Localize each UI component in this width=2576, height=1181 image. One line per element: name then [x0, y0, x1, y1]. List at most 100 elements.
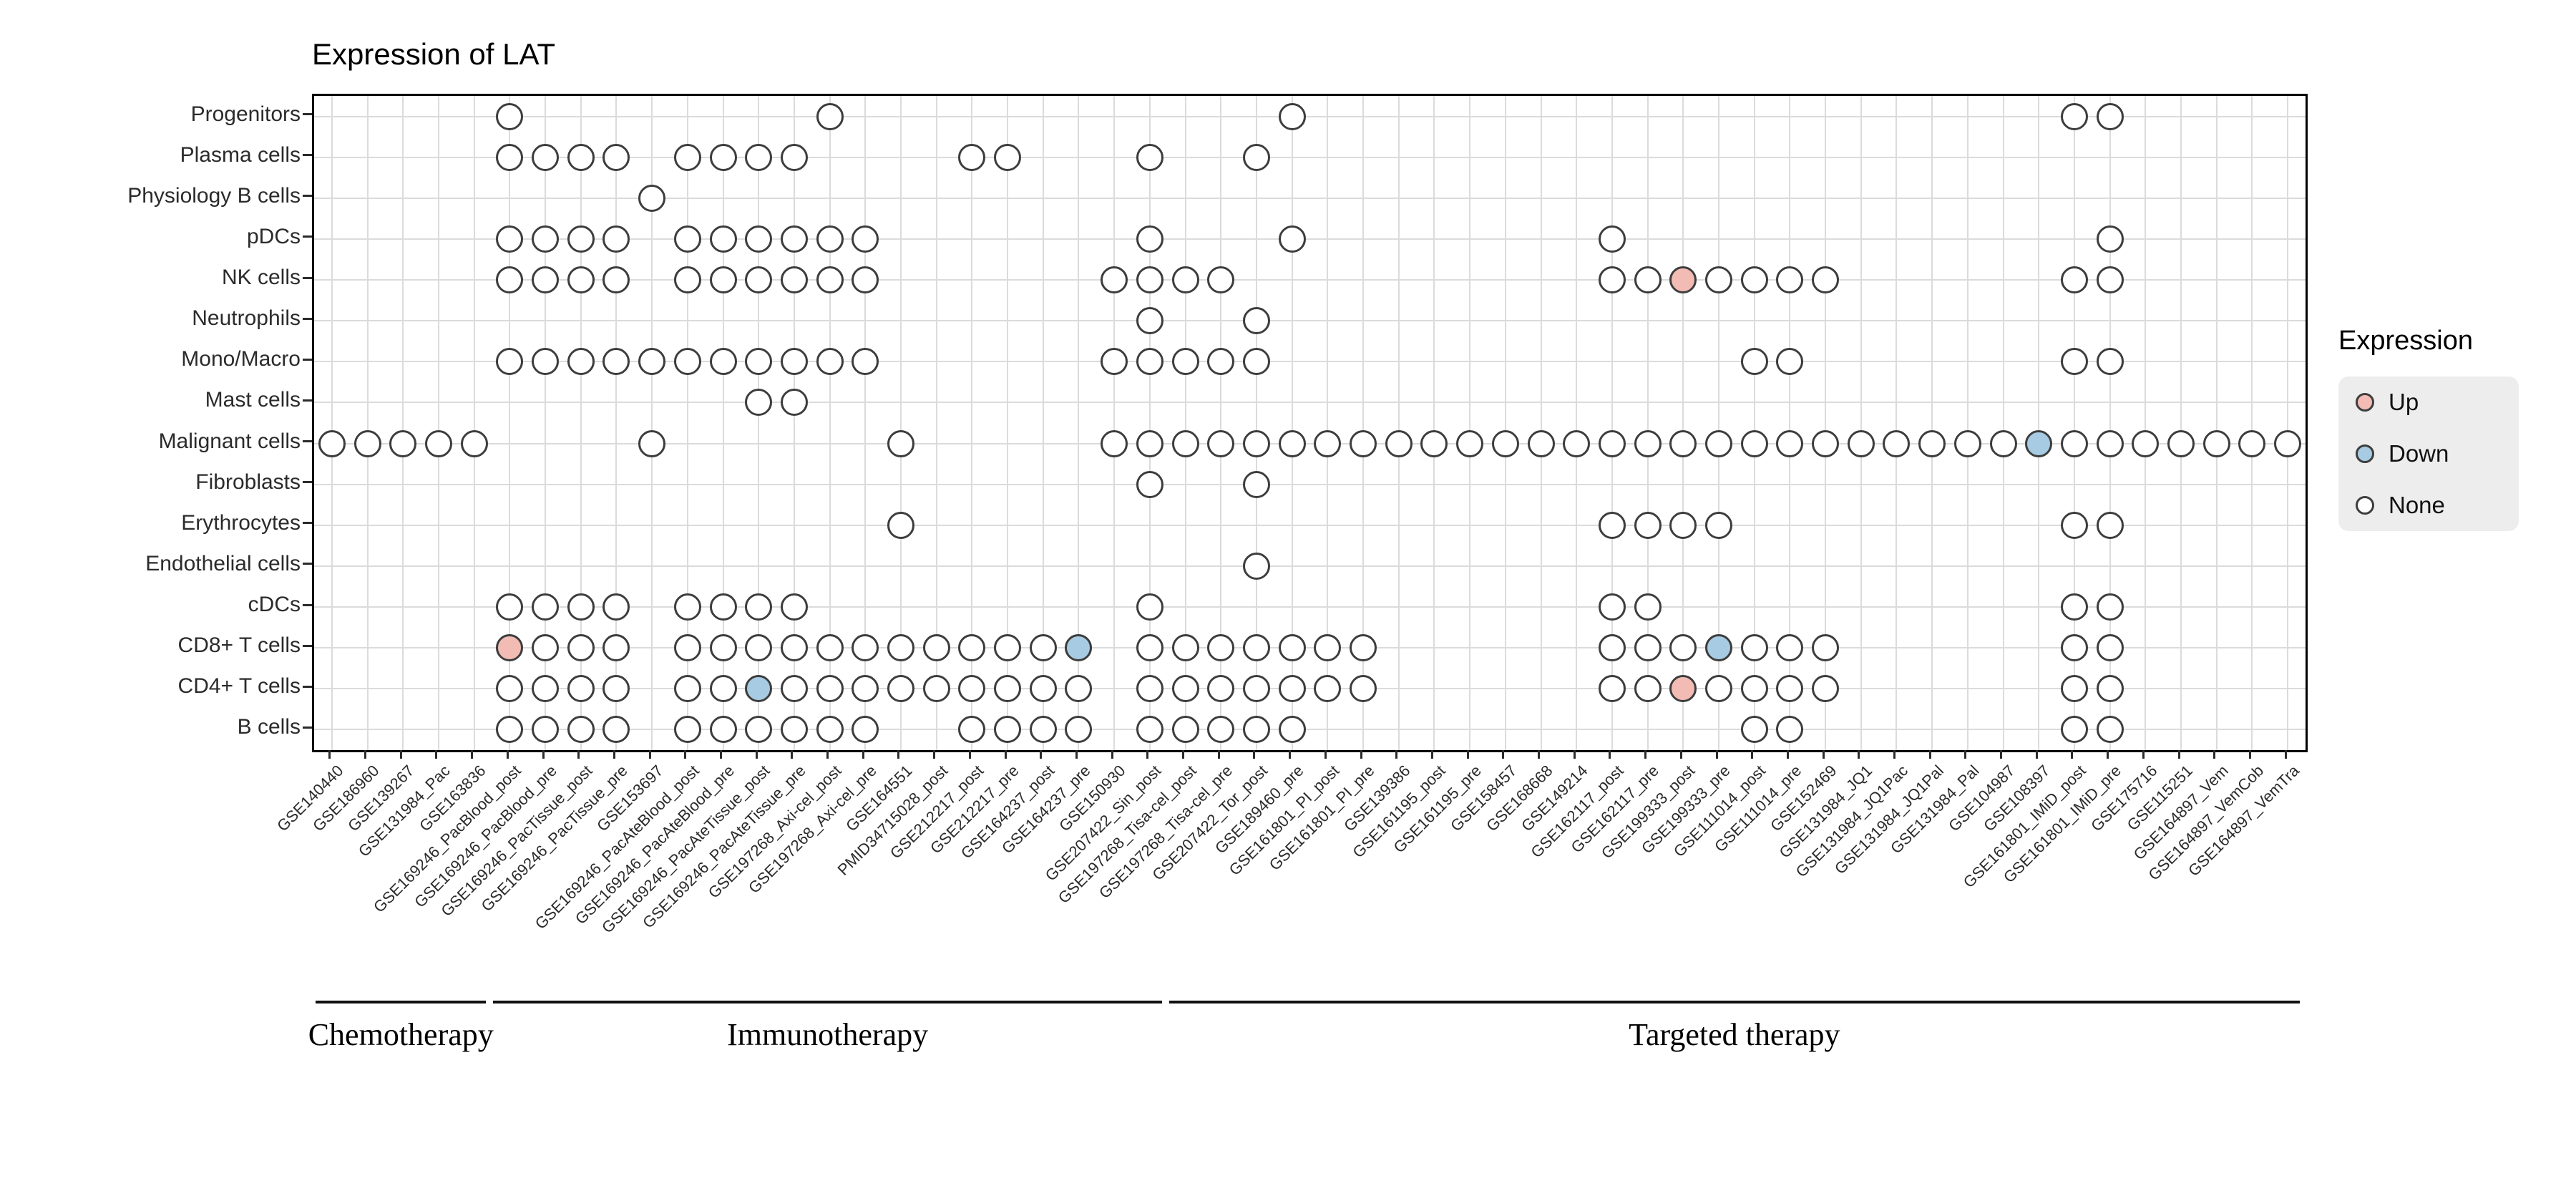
expression-dot-none	[638, 429, 666, 457]
expression-dot-none	[567, 143, 595, 171]
gridline-vertical	[2038, 96, 2040, 750]
expression-dot-none	[958, 675, 986, 703]
expression-dot-none	[2096, 716, 2124, 744]
expression-dot-none	[1598, 225, 1626, 253]
expression-dot-none	[1598, 266, 1626, 294]
legend-item-label: None	[2389, 492, 2445, 518]
expression-dot-none	[852, 716, 879, 744]
expression-dot-none	[2096, 511, 2124, 539]
treatment-group-line	[493, 1001, 1162, 1003]
gridline-vertical	[1789, 96, 1791, 750]
expression-dot-none	[745, 348, 773, 376]
expression-dot-none	[745, 634, 773, 662]
chart-title: Expression of LAT	[312, 37, 556, 71]
expression-dot-none	[673, 716, 701, 744]
legend: Expression Up Down None	[2338, 326, 2519, 531]
expression-dot-none	[1385, 429, 1413, 457]
expression-dot-none	[2167, 429, 2195, 457]
gridline-horizontal	[314, 606, 2306, 608]
expression-dot-none	[1740, 266, 1768, 294]
expression-dot-none	[1065, 716, 1093, 744]
x-axis-tick	[542, 750, 545, 759]
y-axis-tick	[303, 685, 312, 688]
expression-dot-none	[602, 266, 630, 294]
expression-dot-none	[780, 389, 808, 417]
expression-dot-none	[780, 716, 808, 744]
expression-dot-none	[532, 675, 560, 703]
gridline-horizontal	[314, 442, 2306, 444]
expression-dot-none	[1278, 225, 1306, 253]
expression-dot-none	[816, 266, 844, 294]
expression-dot-none	[1740, 348, 1768, 376]
expression-dot-none	[1669, 634, 1697, 662]
expression-dot-none	[2060, 429, 2088, 457]
y-axis-label: CD4+ T cells	[177, 674, 301, 699]
y-axis-label: Erythrocytes	[181, 510, 301, 535]
expression-dot-none	[816, 675, 844, 703]
expression-dot-none	[852, 266, 879, 294]
expression-dot-none	[2096, 102, 2124, 130]
expression-dot-none	[1171, 634, 1199, 662]
gridline-vertical	[1148, 96, 1151, 750]
expression-dot-none	[1207, 429, 1235, 457]
y-axis-tick	[303, 195, 312, 198]
expression-dot-none	[1314, 429, 1342, 457]
x-axis-tick	[1573, 750, 1576, 759]
gridline-vertical	[1184, 96, 1186, 750]
y-axis-label: Fibroblasts	[195, 470, 301, 494]
expression-dot-none	[2060, 102, 2088, 130]
treatment-group-label: Targeted therapy	[1629, 1017, 1840, 1052]
expression-dot-none	[1242, 716, 1270, 744]
gridline-vertical	[758, 96, 760, 750]
expression-dot-none	[709, 266, 737, 294]
x-axis-tick	[1858, 750, 1860, 759]
expression-dot-none	[1242, 348, 1270, 376]
gridline-vertical	[1540, 96, 1542, 750]
expression-dot-none	[602, 225, 630, 253]
x-axis-tick	[1893, 750, 1896, 759]
expression-dot-up	[1669, 266, 1697, 294]
expression-dot-none	[2096, 634, 2124, 662]
gridline-vertical	[1860, 96, 1862, 750]
expression-dot-none	[1953, 429, 1981, 457]
y-axis-tick	[303, 563, 312, 565]
x-axis-tick	[1715, 750, 1718, 759]
expression-dot-none	[780, 348, 808, 376]
expression-dot-none	[2096, 675, 2124, 703]
x-axis-tick	[1786, 750, 1789, 759]
x-axis-tick	[755, 750, 758, 759]
expression-dot-none	[567, 593, 595, 621]
expression-dot-none	[1491, 429, 1519, 457]
gridline-vertical	[1966, 96, 1968, 750]
gridline-vertical	[2251, 96, 2253, 750]
expression-dot-up	[1669, 675, 1697, 703]
expression-dot-none	[673, 675, 701, 703]
expression-dot-none	[2060, 716, 2088, 744]
expression-dot-none	[2132, 429, 2160, 457]
expression-dot-down	[1705, 634, 1732, 662]
x-axis-tick	[897, 750, 900, 759]
treatment-group-label: Chemotherapy	[308, 1017, 494, 1052]
expression-dot-none	[2060, 511, 2088, 539]
expression-dot-none	[1705, 429, 1732, 457]
x-axis-tick	[435, 750, 438, 759]
legend-none-circle-icon	[2356, 496, 2374, 515]
expression-dot-none	[1740, 675, 1768, 703]
expression-dot-none	[673, 143, 701, 171]
x-axis-tick	[1360, 750, 1362, 759]
expression-dot-down	[1065, 634, 1093, 662]
x-axis-tick	[613, 750, 615, 759]
gridline-horizontal	[314, 565, 2306, 567]
expression-dot-none	[745, 593, 773, 621]
expression-dot-none	[1242, 634, 1270, 662]
expression-dot-none	[1598, 593, 1626, 621]
expression-dot-none	[1171, 675, 1199, 703]
expression-dot-none	[2096, 266, 2124, 294]
expression-dot-none	[496, 266, 524, 294]
expression-dot-none	[1598, 634, 1626, 662]
expression-dot-none	[1314, 675, 1342, 703]
expression-dot-none	[1598, 429, 1626, 457]
expression-dot-none	[1242, 470, 1270, 498]
x-axis-tick	[1964, 750, 1967, 759]
expression-dot-none	[1847, 429, 1875, 457]
